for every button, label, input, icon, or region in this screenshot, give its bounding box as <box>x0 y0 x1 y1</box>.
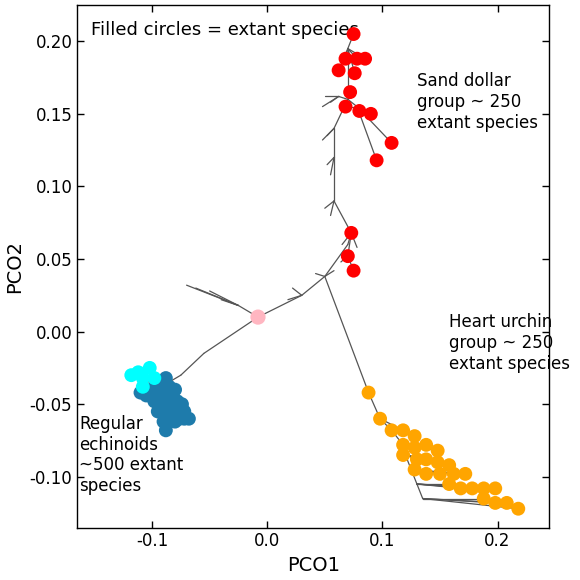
Point <box>175 414 184 423</box>
Text: Heart urchin
group ~ 250
extant species: Heart urchin group ~ 250 extant species <box>449 313 570 373</box>
Point <box>364 388 373 397</box>
Point <box>346 88 355 97</box>
Point <box>422 455 431 464</box>
Point <box>387 138 396 147</box>
Point <box>479 494 488 503</box>
Point <box>366 109 375 118</box>
Point <box>157 397 166 406</box>
Point <box>161 397 171 406</box>
Point <box>398 440 408 450</box>
Text: Regular
echinoids
~500 extant
species: Regular echinoids ~500 extant species <box>79 415 184 495</box>
Text: Sand dollar
group ~ 250
extant species: Sand dollar group ~ 250 extant species <box>417 72 538 132</box>
Point <box>150 397 159 406</box>
Point <box>349 30 358 39</box>
Point <box>398 450 408 459</box>
Point <box>175 407 184 416</box>
Point <box>150 374 159 383</box>
Y-axis label: PCO2: PCO2 <box>5 240 24 293</box>
Point <box>180 407 189 416</box>
Point <box>410 443 419 452</box>
Point <box>436 469 445 478</box>
Point <box>350 68 360 78</box>
Point <box>349 266 358 276</box>
Point <box>461 469 470 478</box>
Point <box>372 155 381 165</box>
Point <box>334 66 343 75</box>
Text: Filled circles = extant species: Filled circles = extant species <box>91 21 359 39</box>
Point <box>422 440 431 450</box>
Point <box>502 498 512 508</box>
Point <box>360 54 369 63</box>
Point <box>491 484 500 493</box>
Point <box>444 480 454 489</box>
Point <box>142 391 151 400</box>
Point <box>161 374 171 383</box>
Point <box>355 106 364 115</box>
Point <box>159 407 168 416</box>
Point <box>153 385 162 394</box>
Point <box>171 385 180 394</box>
Point <box>412 455 422 464</box>
Point <box>449 469 458 478</box>
Point <box>133 368 143 377</box>
Point <box>467 484 477 493</box>
Point <box>253 313 263 322</box>
Point <box>479 484 488 493</box>
Point <box>138 374 147 383</box>
Point <box>375 414 385 423</box>
Point <box>410 465 419 474</box>
Point <box>145 363 154 372</box>
Point <box>150 382 159 392</box>
Point <box>159 385 168 394</box>
Point <box>153 407 162 416</box>
Point <box>347 229 356 238</box>
Point <box>165 407 174 416</box>
Point <box>514 504 523 513</box>
Point <box>126 371 136 380</box>
Point <box>177 400 187 409</box>
Point <box>398 426 408 435</box>
Point <box>159 417 168 426</box>
Point <box>433 458 443 467</box>
Point <box>161 426 171 435</box>
Point <box>180 414 189 423</box>
Point <box>168 397 177 406</box>
X-axis label: PCO1: PCO1 <box>287 556 340 575</box>
Point <box>173 397 182 406</box>
Point <box>341 54 350 63</box>
Point <box>422 469 431 478</box>
Point <box>491 498 500 508</box>
Point <box>147 388 157 397</box>
Point <box>171 407 180 416</box>
Point <box>168 391 177 400</box>
Point <box>353 54 362 63</box>
Point <box>341 102 350 111</box>
Point <box>444 461 454 470</box>
Point <box>456 484 465 493</box>
Point <box>433 446 443 455</box>
Point <box>343 252 353 261</box>
Point <box>165 417 174 426</box>
Point <box>136 388 145 397</box>
Point <box>184 414 194 423</box>
Point <box>138 382 147 392</box>
Point <box>157 378 166 387</box>
Point <box>387 426 396 435</box>
Point <box>171 417 180 426</box>
Point <box>410 432 419 441</box>
Point <box>165 382 174 392</box>
